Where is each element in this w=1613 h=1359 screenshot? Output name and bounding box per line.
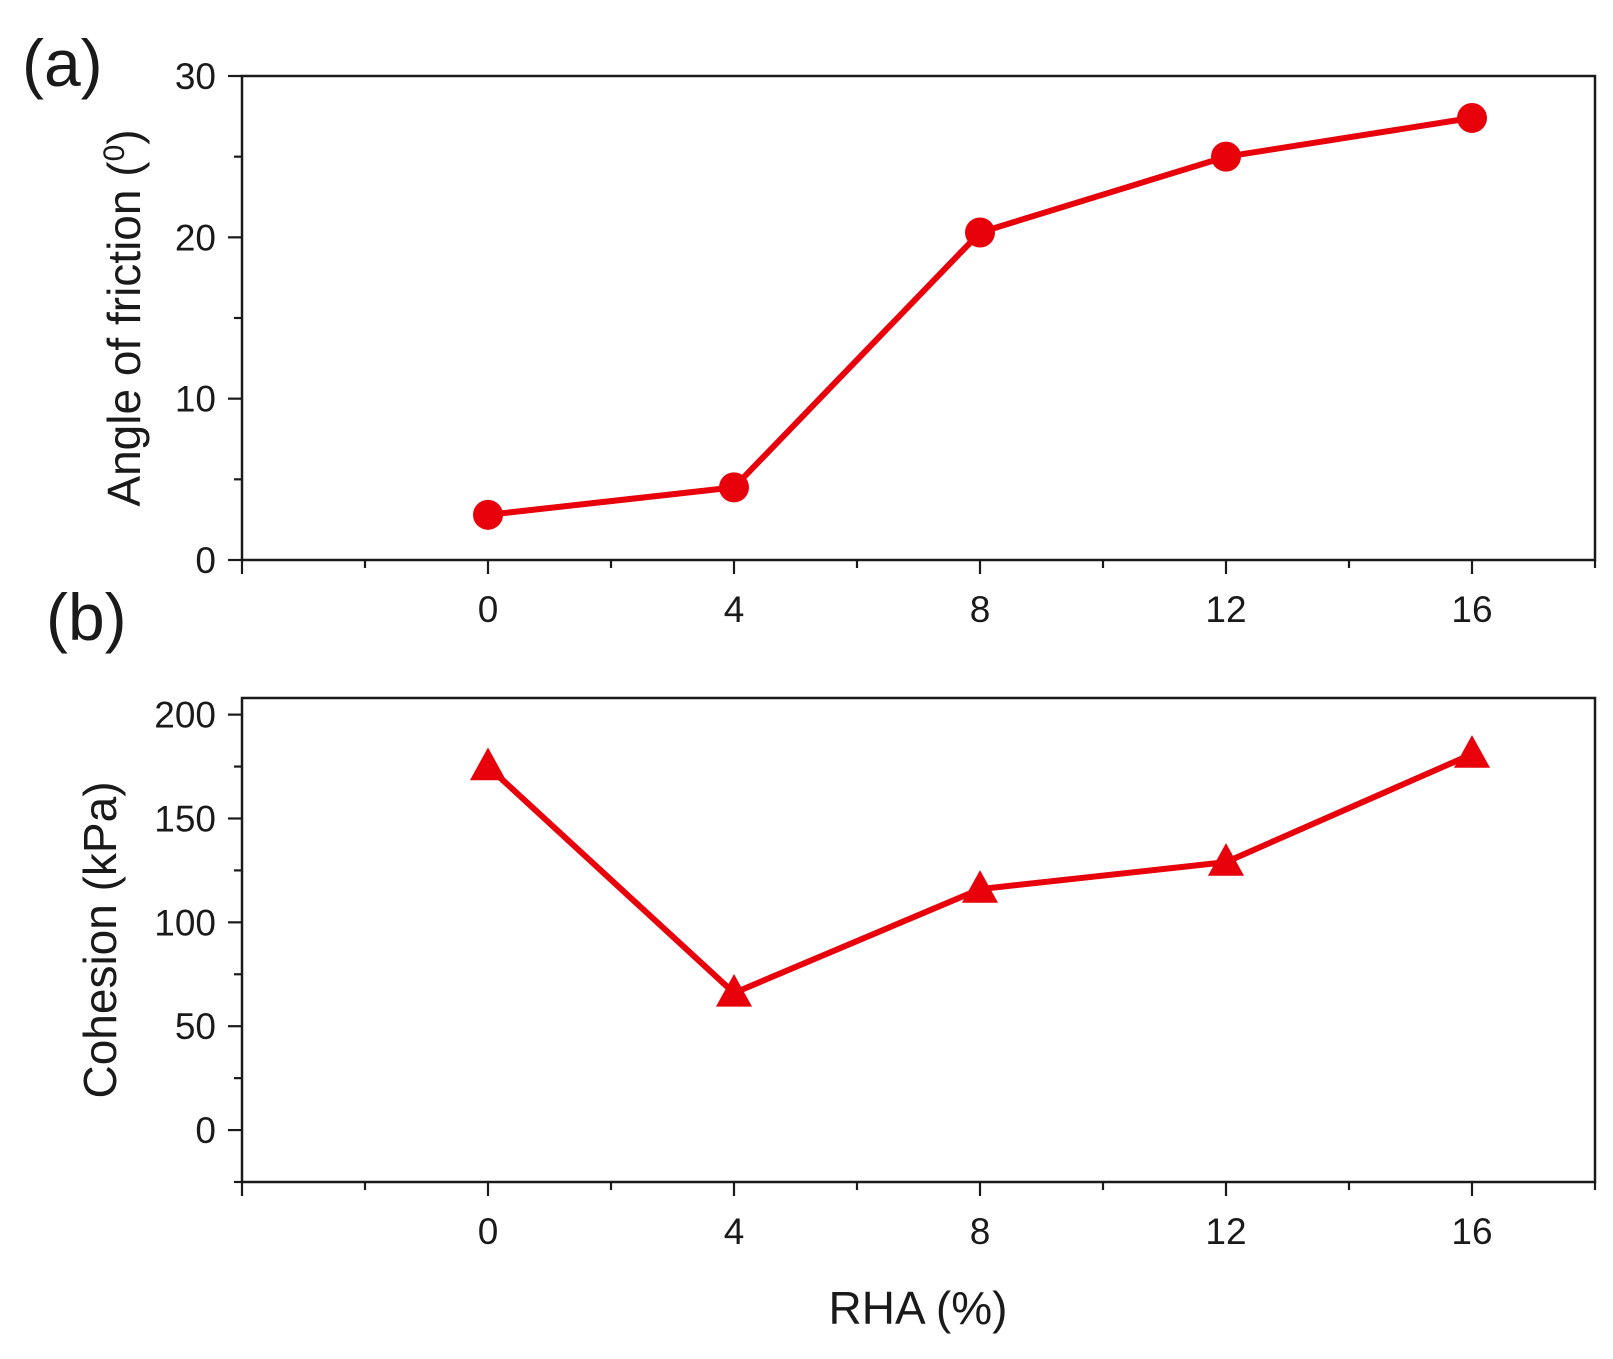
- panel-b-ticks: [228, 713, 1597, 1196]
- panel-a-x-tick-label-8: 8: [970, 589, 991, 630]
- panel-b-x-tick-label-12: 12: [1205, 1211, 1246, 1252]
- panel-b-x-tick-label-16: 16: [1451, 1211, 1492, 1252]
- panel-b-y-tick-label-0: 0: [195, 1110, 216, 1151]
- panel-a-y-tick-label-0: 0: [195, 540, 216, 581]
- panel-b-marker-12: [1207, 843, 1245, 876]
- panel-a-x-tick-label-12: 12: [1205, 589, 1246, 630]
- panel-a-y-label-main: Angle of friction (: [98, 161, 150, 507]
- panel-b-x-tick-label-0: 0: [478, 1211, 499, 1252]
- panel-b-y-tick-label-200: 200: [154, 695, 216, 736]
- panel-b-y-tick-label-100: 100: [154, 902, 216, 943]
- panel-a-marker-8: [965, 217, 995, 248]
- panel-b-cohesion: (b) 0 4 8 12 16 0 50 100 150 200 Cohesion (kPa) R…: [46, 580, 1597, 1334]
- panel-a-series-line: [485, 114, 1475, 518]
- panel-a-x-tick-label-16: 16: [1451, 589, 1492, 630]
- panel-a-marker-12: [1211, 141, 1241, 172]
- panel-a-marker-4: [719, 472, 749, 503]
- panel-a-x-tick-label-0: 0: [478, 589, 499, 630]
- panel-b-tick-labels: 0 4 8 12 16 0 50 100 150 200: [154, 695, 1492, 1252]
- panel-b-plot-frame: [240, 696, 1597, 1184]
- panel-b-marker-16: [1453, 735, 1491, 768]
- panel-a-marker-16: [1457, 102, 1487, 133]
- panel-b-x-tick-label-8: 8: [970, 1211, 991, 1252]
- panel-a-plot-frame: [240, 74, 1597, 562]
- panel-a-ticks: [228, 74, 1597, 574]
- panel-b-x-tick-label-4: 4: [724, 1211, 745, 1252]
- panel-a-label: (a): [22, 26, 103, 100]
- panel-a-markers: [473, 102, 1487, 530]
- panel-b-marker-0: [469, 747, 507, 781]
- panel-a-marker-0: [473, 499, 503, 530]
- panel-a-y-tick-label-20: 20: [175, 217, 216, 258]
- panel-b-y-tick-label-150: 150: [154, 798, 216, 839]
- panel-a-y-label-superscript: 0: [98, 145, 131, 162]
- panel-a-y-tick-label-10: 10: [175, 379, 216, 420]
- panel-a-y-label-close: ): [98, 129, 150, 144]
- x-axis-label: RHA (%): [829, 1282, 1008, 1334]
- panel-a-x-tick-label-4: 4: [724, 589, 745, 630]
- panel-b-markers: [469, 735, 1491, 1007]
- panel-b-marker-4: [715, 973, 753, 1007]
- panel-b-y-tick-label-50: 50: [175, 1006, 216, 1047]
- panel-a-y-axis-label: Angle of friction (0): [98, 129, 151, 506]
- panel-a-y-tick-label-30: 30: [175, 56, 216, 97]
- panel-b-label: (b): [46, 580, 127, 654]
- panel-b-marker-8: [961, 870, 999, 903]
- panel-b-y-axis-label: Cohesion (kPa): [74, 781, 126, 1098]
- panel-a-tick-labels: 0 4 8 12 16 0 10 20 30: [175, 56, 1493, 630]
